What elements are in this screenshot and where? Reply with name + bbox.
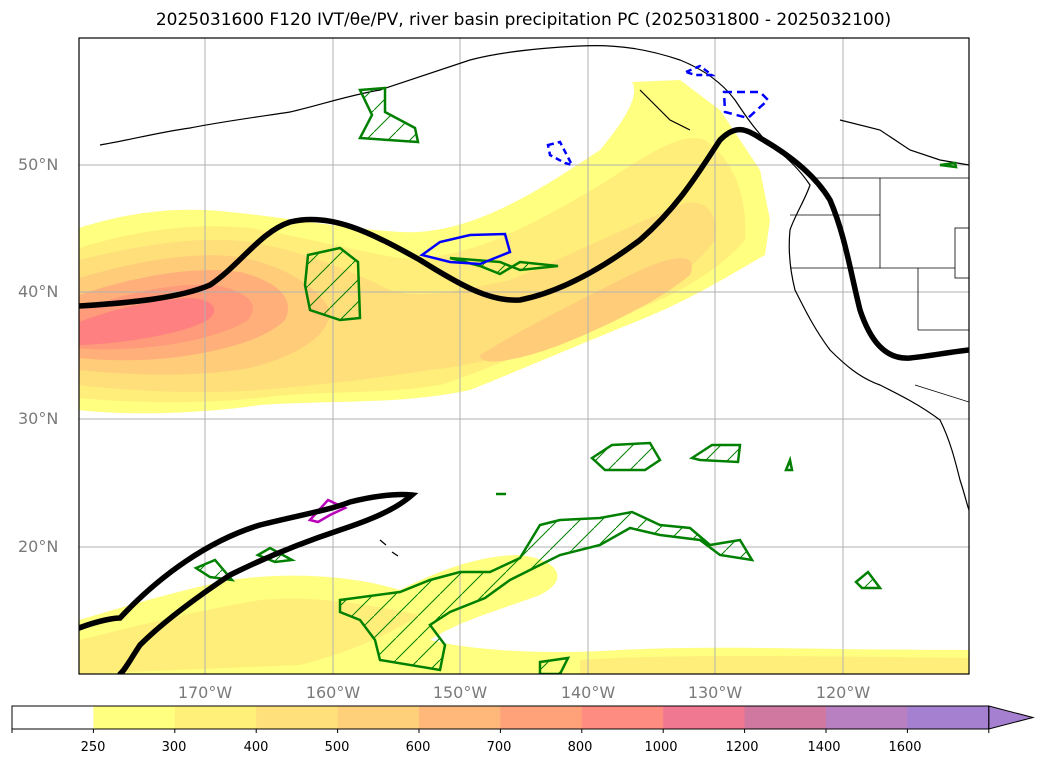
figure-title: 2025031600 F120 IVT/θe/PV, river basin p…: [155, 10, 892, 30]
lon-label-130w: 130°W: [687, 683, 743, 702]
colorbar-segment: [337, 706, 420, 729]
lat-label-30: 30°N: [18, 409, 59, 428]
ivt-filled-contours: [79, 80, 969, 674]
colorbar-segment: [419, 706, 501, 729]
map-frame: [78, 37, 970, 675]
state-borders: [790, 177, 969, 403]
theta-e-contours: [79, 126, 969, 674]
colorbar-label-400: 400: [243, 740, 269, 755]
colorbar-segment: [500, 706, 583, 729]
colorbar-segment: [12, 706, 94, 729]
colorbar-label-600: 600: [405, 740, 431, 755]
lon-label-140w: 140°W: [560, 683, 616, 702]
colorbar-segment: [256, 706, 339, 729]
colorbar-segment: [907, 706, 990, 729]
colorbar-label-1200: 1200: [725, 740, 759, 755]
lon-label-150w: 150°W: [432, 683, 488, 702]
ivt-contour-800: [79, 298, 215, 345]
colorbar-label-1600: 1600: [888, 740, 922, 755]
ivt-contour-500b: [480, 258, 692, 362]
precip-pc-contour: [307, 498, 348, 524]
colorbar-label-700: 700: [486, 740, 512, 755]
lon-label-120w: 120°W: [815, 683, 871, 702]
lat-label-50: 50°N: [18, 155, 59, 174]
pv-negative-contours: [419, 64, 770, 266]
colorbar-segment: [581, 706, 664, 729]
lat-label-40: 40°N: [18, 282, 59, 301]
pv-contours: [193, 86, 958, 674]
colorbar-segment: [826, 706, 908, 729]
colorbar-segment: [174, 706, 257, 729]
lon-label-170w: 170°W: [177, 683, 233, 702]
colorbar: [11, 705, 1035, 733]
colorbar-segment: [663, 706, 746, 729]
ivt-contour-300-south-b: [580, 655, 969, 674]
colorbar-label-250: 250: [80, 740, 106, 755]
coastlines: [99, 45, 969, 557]
colorbar-label-300: 300: [161, 740, 187, 755]
colorbar-label-500: 500: [324, 740, 350, 755]
lon-label-160w: 160°W: [305, 683, 361, 702]
colorbar-segment: [93, 706, 176, 729]
colorbar-extend-arrow: [988, 705, 1035, 730]
colorbar-label-1000: 1000: [644, 740, 678, 755]
colorbar-label-1400: 1400: [807, 740, 841, 755]
colorbar-label-800: 800: [567, 740, 593, 755]
ivt-contour-300-south: [79, 598, 420, 674]
lat-label-20: 20°N: [18, 537, 59, 556]
colorbar-segment: [744, 706, 827, 729]
